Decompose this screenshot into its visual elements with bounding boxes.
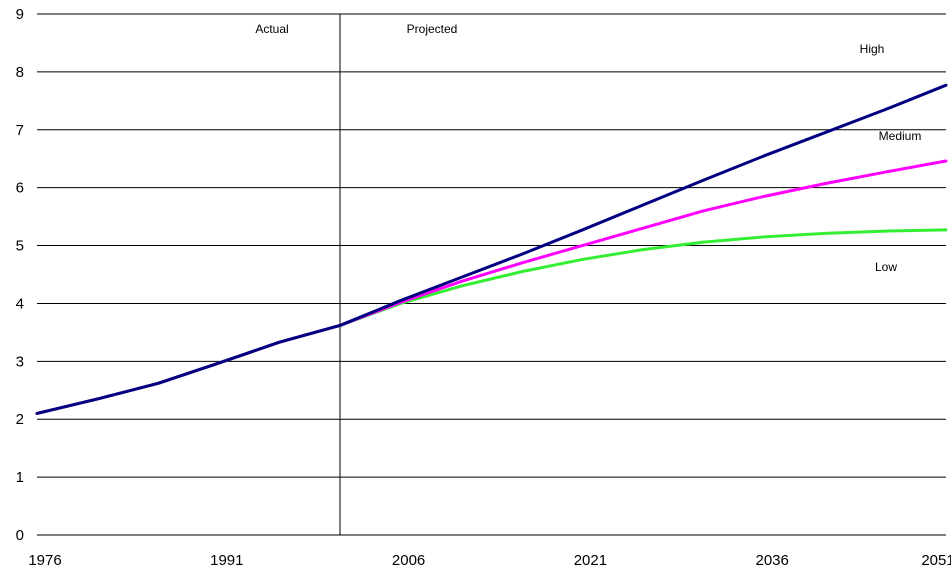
series-label-high: High	[860, 42, 885, 56]
x-tick-label: 2036	[756, 552, 789, 569]
y-tick-label: 3	[16, 353, 24, 370]
x-tick-label: 2051	[921, 552, 951, 569]
y-tick-label: 7	[16, 122, 24, 139]
x-tick-label: 1976	[28, 552, 61, 569]
labels: 0 1 2 3 4 5 6 7 8 9 1976 1991 2006 2021 2036 2051 Low Med…	[16, 6, 951, 569]
series-line-low	[35, 228, 948, 415]
y-tick-label: 0	[16, 527, 24, 544]
y-tick-label: 8	[16, 64, 24, 81]
y-tick-label: 1	[16, 469, 24, 486]
series-line-medium	[35, 159, 948, 415]
y-tick-label: 6	[16, 180, 24, 197]
y-tick-label: 4	[16, 295, 24, 312]
series-label-low: Low	[875, 260, 897, 274]
series-line-high	[35, 83, 948, 415]
y-tick-label: 2	[16, 411, 24, 428]
series-label-medium: Medium	[879, 129, 922, 143]
projected-annotation: Projected	[407, 22, 458, 36]
y-tick-label: 5	[16, 238, 24, 255]
axes	[37, 14, 946, 536]
actual-annotation: Actual	[255, 22, 288, 36]
x-tick-label: 1991	[210, 552, 243, 569]
x-tick-label: 2021	[574, 552, 607, 569]
y-tick-label: 9	[16, 6, 24, 23]
series-lines	[35, 83, 948, 415]
gridlines	[37, 13, 946, 478]
x-tick-label: 2006	[392, 552, 425, 569]
